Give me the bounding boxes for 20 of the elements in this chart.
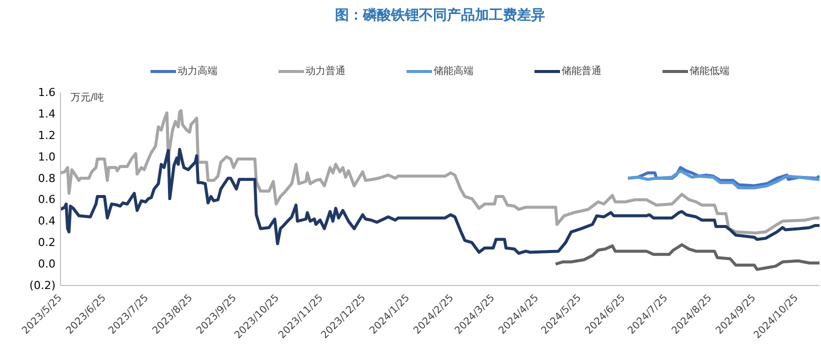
- chart-title: 图：磷酸铁锂不同产品加工费差异: [335, 6, 545, 24]
- legend-label: 储能普通: [562, 64, 602, 78]
- y-tick-label: 0.2: [38, 236, 56, 250]
- line-series: [554, 243, 820, 271]
- legend-label: 储能低端: [690, 64, 730, 78]
- y-tick-label: 1.2: [38, 128, 56, 142]
- line-series: [60, 109, 820, 234]
- y-tick-label: 1.6: [38, 86, 56, 99]
- legend-label: 储能高端: [434, 64, 474, 78]
- y-tick-label: 0.4: [38, 214, 56, 228]
- y-tick-label: (0.2): [29, 279, 56, 292]
- line-series: [60, 148, 820, 255]
- legend-label: 动力普通: [306, 64, 346, 78]
- y-tick-label: 0.0: [38, 258, 56, 271]
- y-axis-title: 万元/吨: [70, 92, 104, 104]
- y-tick-label: 0.8: [38, 172, 56, 185]
- y-tick-label: 0.6: [38, 193, 56, 206]
- legend-label: 动力高端: [178, 64, 218, 78]
- y-tick-label: 1.4: [38, 107, 56, 120]
- y-tick-label: 1.0: [38, 150, 56, 164]
